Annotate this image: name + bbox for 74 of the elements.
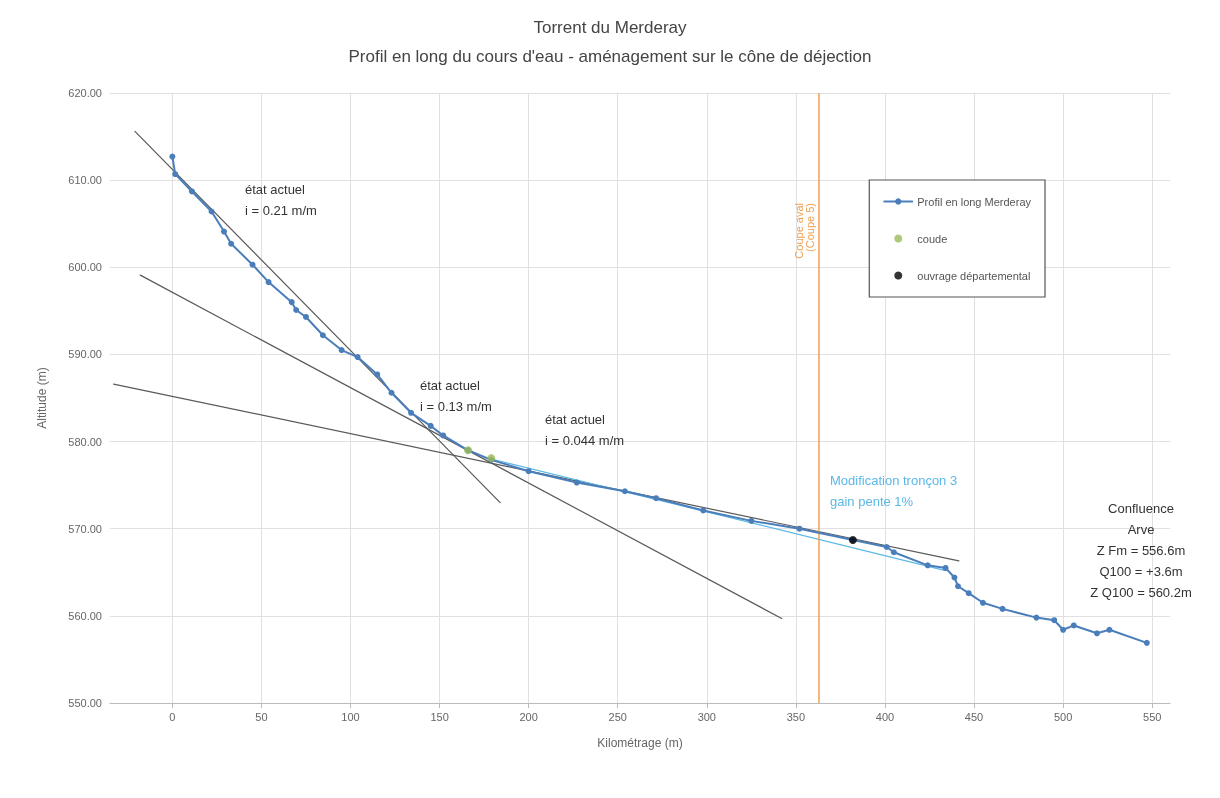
- x-tick-label: 50: [255, 710, 268, 723]
- point: [265, 279, 272, 286]
- y-tick-label: 600.00: [68, 261, 102, 274]
- point: [942, 564, 949, 571]
- x-tick-label: 500: [1053, 710, 1073, 723]
- point: [999, 605, 1006, 612]
- x-tick-label: 550: [1143, 710, 1162, 723]
- x-tick-label: 400: [875, 710, 895, 723]
- x-tick-label: 350: [786, 710, 806, 723]
- ref-line-label: Coupe aval (Coupe 5): [792, 203, 816, 259]
- point: [979, 599, 986, 606]
- chart-subtitle: Profil en long du cours d'eau - aménagement sur le cône de déjection: [348, 47, 872, 66]
- point: [1093, 630, 1100, 637]
- point: [890, 549, 897, 556]
- point: [573, 479, 580, 486]
- point: [208, 208, 215, 215]
- point: [883, 544, 890, 551]
- y-tick-label: 570.00: [68, 522, 102, 535]
- x-axis-title: Kilométrage (m): [597, 736, 683, 750]
- annotation: état actuel i = 0.044 m/m: [545, 412, 625, 448]
- legend-label: Profil en long Merderay: [917, 195, 1032, 208]
- point: [388, 389, 395, 396]
- point: [965, 590, 972, 597]
- point: [1060, 626, 1067, 633]
- y-axis-title: Altitude (m): [35, 367, 49, 429]
- point: [951, 574, 958, 581]
- point: [172, 171, 179, 178]
- legend-label: ouvrage départemental: [917, 269, 1031, 282]
- x-tick-label: 450: [964, 710, 984, 723]
- point: [796, 525, 803, 532]
- annotation: Confluence Arve Z Fm = 556.6m Q100 = +3.6m Z Q100 = 560.2m: [1090, 500, 1192, 600]
- chart-title: Torrent du Merderay: [533, 18, 688, 37]
- point: [221, 228, 228, 235]
- y-tick-label: 620.00: [68, 87, 102, 99]
- point: [319, 332, 326, 339]
- y-tick-label: 580.00: [68, 435, 102, 448]
- y-tick-label: 560.00: [68, 609, 102, 622]
- point: [700, 507, 707, 514]
- point: [374, 371, 381, 378]
- x-tick-label: 150: [430, 710, 449, 723]
- annotation: état actuel i = 0.21 m/m: [245, 182, 317, 218]
- point: [408, 409, 415, 416]
- point: [427, 422, 434, 429]
- y-tick-label: 550.00: [68, 697, 102, 709]
- x-tick-label: 200: [519, 710, 538, 723]
- x-tick-label: 250: [608, 710, 627, 723]
- point: [288, 299, 295, 306]
- annotation: Modification tronçon 3 gain pente 1%: [830, 473, 958, 509]
- y-tick-label: 610.00: [68, 174, 102, 187]
- point: [525, 468, 532, 475]
- point: [621, 488, 628, 495]
- annotation: état actuel i = 0.13 m/m: [420, 378, 492, 414]
- x-tick-label: 100: [341, 710, 360, 723]
- point: [1051, 617, 1058, 624]
- x-tick-label: 300: [697, 710, 716, 723]
- point: [653, 495, 660, 502]
- point: [440, 432, 447, 439]
- point: [169, 153, 176, 160]
- point: [955, 583, 961, 590]
- point: [1143, 639, 1150, 646]
- point: [228, 240, 235, 247]
- point: [1033, 614, 1040, 621]
- point: [293, 306, 300, 313]
- x-tick-label: 0: [169, 710, 176, 723]
- point: [1070, 622, 1077, 629]
- legend-label: coude: [917, 232, 948, 245]
- point: [188, 188, 195, 195]
- point: [338, 347, 345, 354]
- point: [748, 517, 755, 524]
- point: [354, 354, 361, 361]
- point: [1106, 626, 1113, 633]
- y-tick-label: 590.00: [68, 348, 102, 361]
- point: [302, 313, 309, 320]
- point: [924, 562, 931, 569]
